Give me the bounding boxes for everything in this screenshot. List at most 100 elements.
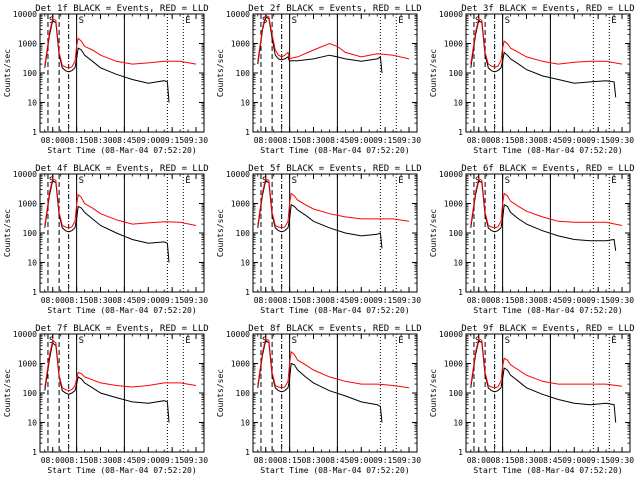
y-tick-label: 10000 xyxy=(226,330,250,339)
panel-title: Det 6f BLACK = Events, RED = LLD xyxy=(461,164,634,174)
panel-title: Det 5f BLACK = Events, RED = LLD xyxy=(248,164,421,174)
series-lld-line xyxy=(44,17,197,69)
marker-label: E xyxy=(398,176,403,186)
x-tick-label: 09:30 xyxy=(610,136,634,145)
x-tick-label: 08:45 xyxy=(325,296,349,305)
panel-7: 1 10 100 1000 10000 08:00 08:15 08:30 08:45 09:00… xyxy=(3,324,209,475)
x-tick-label: 09:30 xyxy=(184,136,208,145)
x-tick-label: 09:00 xyxy=(562,296,586,305)
marker-label: S xyxy=(292,336,297,346)
panel-title: Det 9f BLACK = Events, RED = LLD xyxy=(461,324,634,334)
x-tick-label: 08:45 xyxy=(538,136,562,145)
y-tick-label: 100 xyxy=(23,69,38,78)
x-tick-label: 08:45 xyxy=(112,136,136,145)
x-axis-label: Start Time (08-Mar-04 07:52:20) xyxy=(47,466,196,475)
panel-3: 1 10 100 1000 10000 08:00 08:15 08:30 08:45 09:00… xyxy=(429,4,635,155)
panel-2: 1 10 100 1000 10000 08:00 08:15 08:30 08:45 09:00… xyxy=(216,4,422,155)
y-tick-label: 10 xyxy=(453,259,463,268)
y-tick-label: 10 xyxy=(27,419,37,428)
series-lld-line xyxy=(470,177,623,229)
panel-1: 1 10 100 1000 10000 08:00 08:15 08:30 08:45 09:00… xyxy=(3,4,209,155)
x-tick-label: 09:30 xyxy=(397,456,421,465)
y-tick-label: 1 xyxy=(458,128,463,137)
x-axis-label: Start Time (08-Mar-04 07:52:20) xyxy=(473,306,622,315)
x-tick-label: 08:45 xyxy=(325,456,349,465)
y-tick-label: 10000 xyxy=(226,170,250,179)
series-lld-line xyxy=(257,177,410,229)
x-axis-label: Start Time (08-Mar-04 07:52:20) xyxy=(260,466,409,475)
x-axis-label: Start Time (08-Mar-04 07:52:20) xyxy=(473,146,622,155)
y-tick-label: 100 xyxy=(23,389,38,398)
x-tick-label: 08:15 xyxy=(65,136,89,145)
y-tick-label: 100 xyxy=(449,389,464,398)
x-tick-label: 08:00 xyxy=(254,136,278,145)
y-tick-label: 1 xyxy=(458,288,463,297)
x-tick-label: 09:00 xyxy=(349,136,373,145)
y-tick-label: 10 xyxy=(240,259,250,268)
panel-8: 1 10 100 1000 10000 08:00 08:15 08:30 08:45 09:00… xyxy=(216,324,422,475)
plot-frame xyxy=(39,333,205,453)
series-lld-line xyxy=(257,14,410,62)
y-tick-label: 1000 xyxy=(231,40,250,49)
marker-label: E xyxy=(185,336,190,346)
y-tick-label: 10 xyxy=(27,99,37,108)
marker-label: E xyxy=(611,176,616,186)
y-tick-label: 100 xyxy=(236,69,251,78)
x-tick-label: 09:15 xyxy=(586,136,610,145)
y-axis-label: Counts/sec xyxy=(216,49,225,97)
x-tick-label: 09:00 xyxy=(136,136,160,145)
panel-title: Det 3f BLACK = Events, RED = LLD xyxy=(461,4,634,14)
x-tick-label: 08:00 xyxy=(41,296,65,305)
y-axis-label: Counts/sec xyxy=(216,369,225,417)
x-tick-label: 08:15 xyxy=(491,136,515,145)
x-tick-label: 08:30 xyxy=(301,296,325,305)
y-axis-label: Counts/sec xyxy=(3,369,12,417)
y-tick-label: 1000 xyxy=(444,200,463,209)
x-axis-label: Start Time (08-Mar-04 07:52:20) xyxy=(473,466,622,475)
marker-label: S xyxy=(505,16,510,26)
x-tick-label: 08:45 xyxy=(325,136,349,145)
x-axis-label: Start Time (08-Mar-04 07:52:20) xyxy=(47,306,196,315)
plot-frame xyxy=(465,13,631,133)
x-tick-label: 08:15 xyxy=(65,456,89,465)
y-tick-label: 1 xyxy=(245,448,250,457)
y-tick-label: 10 xyxy=(453,99,463,108)
y-tick-label: 10000 xyxy=(439,330,463,339)
series-lld-line xyxy=(44,339,197,392)
y-axis-label: Counts/sec xyxy=(429,209,438,257)
y-tick-label: 100 xyxy=(449,229,464,238)
x-tick-label: 09:30 xyxy=(610,456,634,465)
x-tick-label: 09:30 xyxy=(610,296,634,305)
x-tick-label: 09:15 xyxy=(373,136,397,145)
panel-title: Det 8f BLACK = Events, RED = LLD xyxy=(248,324,421,334)
x-tick-label: 09:00 xyxy=(136,456,160,465)
marker-label: E xyxy=(398,336,403,346)
series-lld-line xyxy=(44,177,197,229)
y-tick-label: 1000 xyxy=(18,200,37,209)
marker-label: E xyxy=(611,16,616,26)
panel-title: Det 7f BLACK = Events, RED = LLD xyxy=(35,324,208,334)
x-tick-label: 09:00 xyxy=(349,456,373,465)
x-tick-label: 08:00 xyxy=(41,456,65,465)
x-tick-label: 08:45 xyxy=(112,456,136,465)
y-axis-label: Counts/sec xyxy=(429,49,438,97)
y-tick-label: 100 xyxy=(236,229,251,238)
y-tick-label: 100 xyxy=(449,69,464,78)
y-tick-label: 1 xyxy=(458,448,463,457)
marker-label: S xyxy=(79,16,84,26)
panel-6: 1 10 100 1000 10000 08:00 08:15 08:30 08:45 09:00… xyxy=(429,164,635,315)
x-tick-label: 08:30 xyxy=(514,456,538,465)
marker-label: S xyxy=(505,176,510,186)
panel-5: 1 10 100 1000 10000 08:00 08:15 08:30 08:45 09:00… xyxy=(216,164,422,315)
y-tick-label: 10000 xyxy=(439,170,463,179)
plot-frame xyxy=(252,173,418,293)
marker-label: E xyxy=(185,176,190,186)
x-tick-label: 09:15 xyxy=(160,136,184,145)
y-tick-label: 1000 xyxy=(444,40,463,49)
x-tick-label: 09:30 xyxy=(397,296,421,305)
x-tick-label: 08:45 xyxy=(112,296,136,305)
x-tick-label: 08:15 xyxy=(491,456,515,465)
plot-frame xyxy=(39,13,205,133)
marker-label: S xyxy=(292,16,297,26)
x-tick-label: 08:30 xyxy=(301,456,325,465)
